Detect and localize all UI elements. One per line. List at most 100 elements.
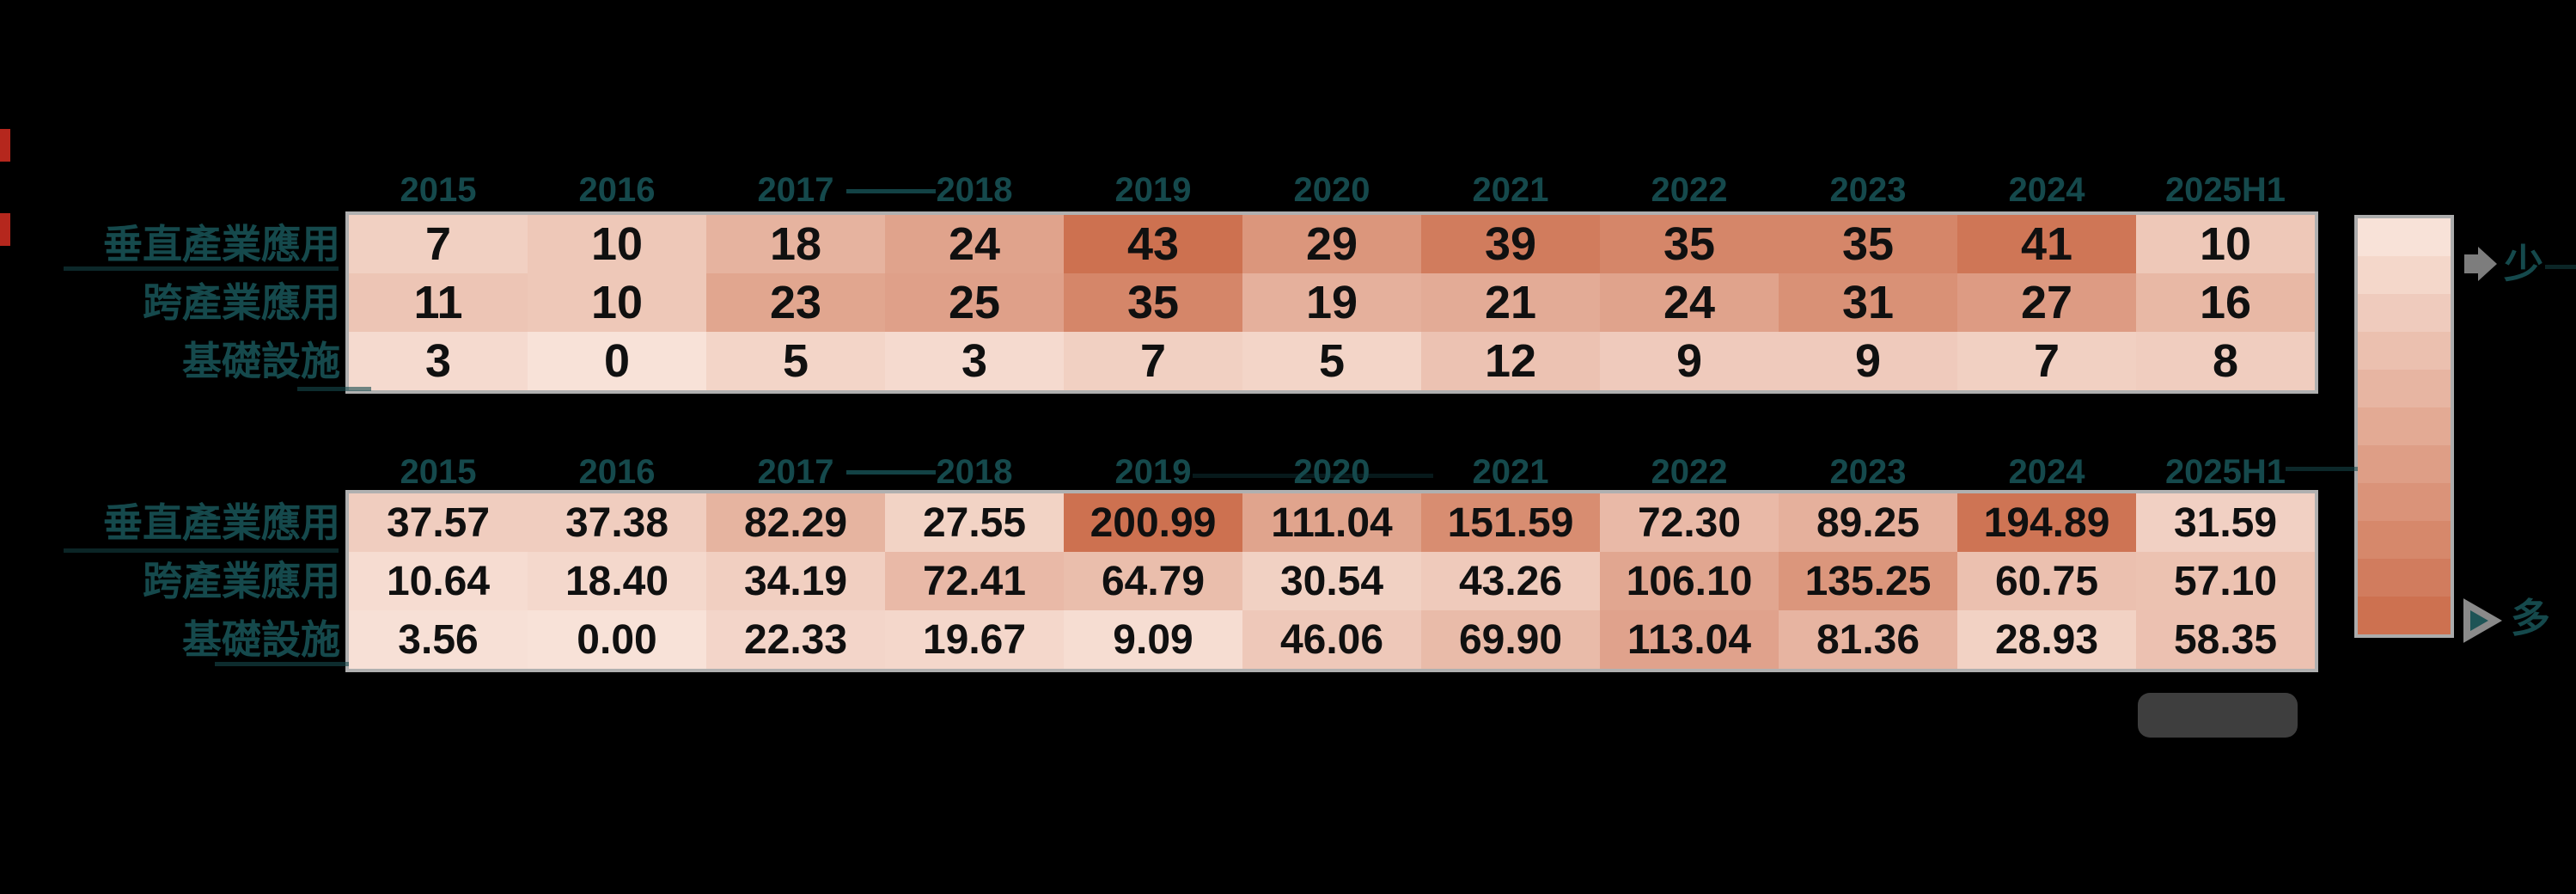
heatmap-cell: 7: [1064, 332, 1242, 390]
heatmap-cell: 111.04: [1242, 493, 1421, 552]
heatmap-cell: 21: [1421, 273, 1600, 332]
heatmap-cell: 29: [1242, 215, 1421, 273]
column-header-year: 2016: [578, 453, 656, 491]
column-header-year: 2017: [757, 171, 834, 209]
column-header-year: 2024: [2008, 171, 2085, 209]
column-header-year: 2025H1: [2164, 453, 2286, 491]
heatmap-cell: 60.75: [1957, 552, 2136, 610]
column-header-year: 2018: [936, 453, 1013, 491]
colorbar-step: [2358, 521, 2451, 559]
table2-row-labels: 垂直產業應用跨產業應用基礎設施: [52, 493, 340, 669]
heatmap-cell: 9.09: [1064, 610, 1242, 669]
teal-annotation-line: [1193, 474, 1433, 478]
heatmap-cell: 200.99: [1064, 493, 1242, 552]
heatmap-cell: 7: [349, 215, 528, 273]
heatmap-cell: 89.25: [1779, 493, 1957, 552]
colorbar-step: [2358, 483, 2451, 521]
heatmap-cell: 37.57: [349, 493, 528, 552]
column-header-year: 2015: [400, 171, 477, 209]
teal-annotation-line: [2545, 265, 2576, 269]
column-header-year: 2024: [2008, 453, 2085, 491]
teal-annotation-line: [297, 387, 371, 391]
heatmap-cell: 39: [1421, 215, 1600, 273]
heatmap-cell: 37.38: [528, 493, 706, 552]
heatmap-cell: 135.25: [1779, 552, 1957, 610]
colorbar-low-marker-icon: [2463, 244, 2500, 288]
colorbar-step: [2358, 218, 2451, 256]
heatmap-cell: 10: [528, 273, 706, 332]
heatmap-cell: 3: [885, 332, 1064, 390]
heatmap-cell: 5: [1242, 332, 1421, 390]
heatmap-cell: 35: [1779, 215, 1957, 273]
heatmap-cell: 0: [528, 332, 706, 390]
heatmap-cell: 31.59: [2136, 493, 2315, 552]
heatmap-cell: 5: [706, 332, 885, 390]
heatmap-cell: 0.00: [528, 610, 706, 669]
heatmap-cell: 7: [1957, 332, 2136, 390]
heatmap-cell: 24: [885, 215, 1064, 273]
row-label: 跨產業應用: [143, 559, 340, 603]
heatmap-cell: 25: [885, 273, 1064, 332]
gray-pill-badge: [2138, 693, 2298, 738]
heatmap-cell: 8: [2136, 332, 2315, 390]
column-header-year: 2017: [757, 453, 834, 491]
teal-annotation-line: [846, 470, 936, 475]
heatmap-cell: 82.29: [706, 493, 885, 552]
teal-annotation-line: [64, 266, 339, 271]
heatmap-cell: 22.33: [706, 610, 885, 669]
heatmap-cell: 10: [528, 215, 706, 273]
heatmap-cell: 35: [1600, 215, 1779, 273]
heatmap-cell: 69.90: [1421, 610, 1600, 669]
colorbar-step: [2358, 332, 2451, 370]
column-header-year: 2018: [936, 171, 1013, 209]
colorbar-low-label: 少: [2504, 242, 2543, 286]
heatmap-cell: 46.06: [1242, 610, 1421, 669]
table1-year-header-row: 2015 2016 2017 2018 2019 2020 2021 2022 2023 2024…: [349, 168, 2315, 211]
colorbar-step: [2358, 597, 2451, 634]
row-label: 基礎設施: [182, 339, 340, 383]
heatmap-cell: 10: [2136, 215, 2315, 273]
heatmap-cell: 64.79: [1064, 552, 1242, 610]
deal-amount-heatmap: 37.57 37.38 82.29 27.55 200.99 111.04 151.59 72…: [345, 490, 2318, 672]
heatmap-cell: 43: [1064, 215, 1242, 273]
heatmap-cell: 57.10: [2136, 552, 2315, 610]
heatmap-cell: 9: [1779, 332, 1957, 390]
heatmap-cell: 18: [706, 215, 885, 273]
column-header-year: 2020: [1293, 171, 1370, 209]
row-label: 跨產業應用: [143, 280, 340, 325]
teal-annotation-line: [215, 662, 349, 666]
column-header-year: 2022: [1651, 171, 1728, 209]
heatmap-cell: 106.10: [1600, 552, 1779, 610]
heatmap-cell: 12: [1421, 332, 1600, 390]
column-header-year: 2021: [1472, 453, 1549, 491]
heatmap-cell: 151.59: [1421, 493, 1600, 552]
heatmap-cell: 11: [349, 273, 528, 332]
teal-annotation-line: [846, 189, 936, 193]
heatmap-cell: 31: [1779, 273, 1957, 332]
heatmap-cell: 24: [1600, 273, 1779, 332]
column-header-year: 2019: [1114, 171, 1192, 209]
heatmap-cell: 16: [2136, 273, 2315, 332]
heatmap-cell: 30.54: [1242, 552, 1421, 610]
heatmap-cell: 35: [1064, 273, 1242, 332]
heatmap-cell: 19.67: [885, 610, 1064, 669]
colorbar-step: [2358, 559, 2451, 597]
column-header-year: 2023: [1829, 453, 1907, 491]
row-label: 垂直產業應用: [103, 500, 340, 545]
row-label: 基礎設施: [182, 617, 340, 662]
row-label: 垂直產業應用: [103, 222, 340, 266]
column-header-year: 2021: [1472, 171, 1549, 209]
heatmap-cell: 28.93: [1957, 610, 2136, 669]
colorbar-step: [2358, 445, 2451, 483]
colorbar-step: [2358, 407, 2451, 445]
heatmap-cell: 3: [349, 332, 528, 390]
heatmap-cell: 19: [1242, 273, 1421, 332]
heatmap-cell: 9: [1600, 332, 1779, 390]
colorbar-step: [2358, 294, 2451, 332]
heatmap-cell: 3.56: [349, 610, 528, 669]
heatmap-cell: 27.55: [885, 493, 1064, 552]
column-header-year: 2022: [1651, 453, 1728, 491]
heatmap-cell: 43.26: [1421, 552, 1600, 610]
heatmap-cell: 27: [1957, 273, 2136, 332]
